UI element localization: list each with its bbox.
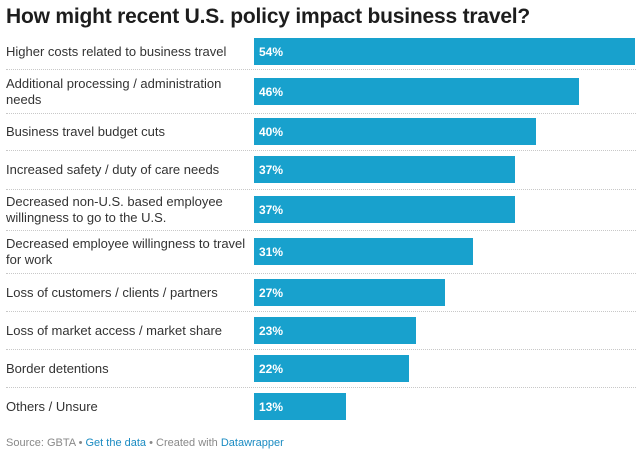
category-label: Decreased employee willingness to travel…: [6, 235, 246, 267]
value-label: 31%: [259, 245, 284, 259]
row-divider: [6, 69, 636, 70]
row-divider: [6, 311, 636, 312]
footer-separator: •: [149, 437, 153, 449]
value-label: 23%: [259, 324, 284, 338]
value-label: 22%: [259, 362, 284, 376]
bar: [254, 317, 416, 344]
value-label: 37%: [259, 203, 284, 217]
row-divider: [6, 189, 636, 190]
value-label: 46%: [259, 85, 284, 99]
row-divider: [6, 349, 636, 350]
row-divider: [6, 273, 636, 274]
category-label: Additional processing / administration n…: [6, 75, 222, 107]
category-label: Border detentions: [6, 360, 109, 376]
chart-footer: Source: GBTA • Get the data • Created wi…: [6, 437, 284, 449]
bar: [254, 196, 515, 223]
row-divider: [6, 113, 636, 114]
value-label: 27%: [259, 286, 284, 300]
source-text: Source: GBTA: [6, 437, 76, 449]
bar: [254, 78, 579, 105]
get-the-data-link[interactable]: Get the data: [85, 437, 147, 449]
created-with-text: Created with: [156, 437, 218, 449]
row-divider: [6, 230, 636, 231]
datawrapper-link[interactable]: Datawrapper: [220, 437, 284, 449]
bar: [254, 238, 473, 265]
value-label: 40%: [259, 125, 284, 139]
bar: [254, 118, 536, 145]
bar: [254, 355, 409, 382]
category-label: Others / Unsure: [6, 398, 98, 414]
category-label: Business travel budget cuts: [6, 123, 165, 139]
row-divider: [6, 150, 636, 151]
row-divider: [6, 387, 636, 388]
category-label: Loss of customers / clients / partners: [6, 284, 218, 300]
value-label: 13%: [259, 400, 284, 414]
category-label: Higher costs related to business travel: [6, 43, 227, 59]
chart-title: How might recent U.S. policy impact busi…: [6, 5, 531, 28]
footer-separator: •: [78, 437, 83, 449]
value-label: 37%: [259, 163, 284, 177]
bar: [254, 393, 346, 420]
category-label: Increased safety / duty of care needs: [6, 161, 220, 177]
bar: [254, 156, 515, 183]
category-label: Decreased non-U.S. based employee willin…: [6, 193, 223, 225]
value-label: 54%: [259, 45, 284, 59]
bar: [254, 38, 635, 65]
bar: [254, 279, 445, 306]
category-label: Loss of market access / market share: [6, 322, 223, 338]
